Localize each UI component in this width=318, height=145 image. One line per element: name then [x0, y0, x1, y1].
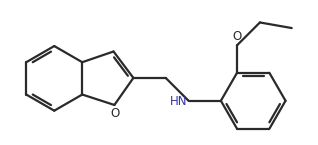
Text: HN: HN [170, 95, 187, 108]
Text: O: O [232, 30, 242, 44]
Text: O: O [110, 107, 120, 120]
